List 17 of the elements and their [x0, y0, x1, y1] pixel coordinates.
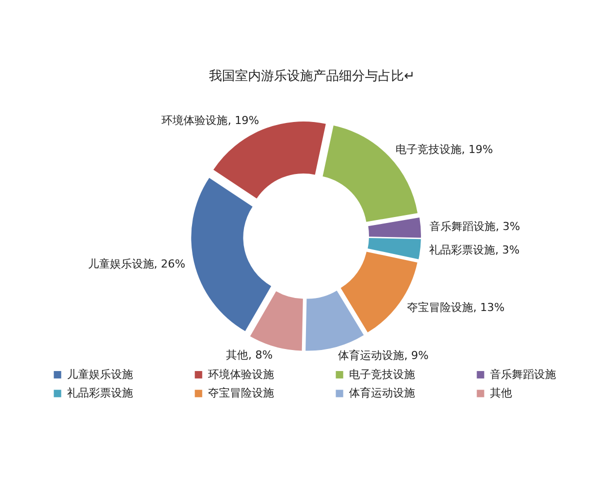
legend-label: 夺宝冒险设施 — [208, 386, 274, 400]
data-label: 体育运动设施, 9% — [338, 348, 429, 362]
data-label: 夺宝冒险设施, 13% — [407, 300, 505, 314]
chart-title: 我国室内游乐设施产品细分与占比↵ — [209, 68, 415, 84]
data-label: 儿童娱乐设施, 26% — [88, 257, 186, 270]
legend-label: 礼品彩票设施 — [67, 386, 133, 400]
legend-label: 音乐舞蹈设施 — [490, 368, 556, 381]
legend-label: 电子竞技设施 — [349, 368, 415, 381]
data-label: 礼品彩票设施, 3% — [429, 243, 520, 256]
data-label: 环境体验设施, 19% — [162, 114, 260, 128]
data-label: 其他, 8% — [226, 348, 273, 362]
legend-label: 其他 — [490, 386, 512, 400]
data-label: 音乐舞蹈设施, 3% — [430, 220, 520, 233]
legend-label: 体育运动设施 — [349, 386, 415, 400]
legend-label: 环境体验设施 — [208, 368, 274, 381]
legend-label: 儿童娱乐设施 — [67, 368, 133, 381]
data-label: 电子竞技设施, 19% — [396, 143, 493, 156]
